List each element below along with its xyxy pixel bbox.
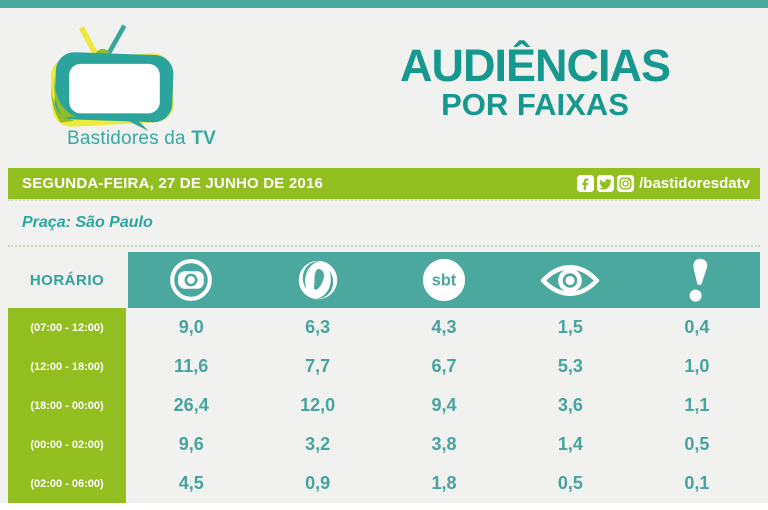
globo-logo-icon — [170, 259, 213, 301]
praca-section: Praça: São Paulo — [8, 199, 760, 247]
page-content: Bastidores da TV AUDIÊNCIAS POR FAIXAS S… — [0, 8, 768, 503]
channel-header-sbt: sbt — [381, 252, 507, 308]
table-header-row: HORÁRIO — [8, 252, 760, 308]
row-values: 4,5 0,9 1,8 0,5 0,1 — [128, 464, 760, 503]
rating-value-record: 3,2 — [305, 434, 331, 454]
channel-header-record — [254, 252, 380, 308]
channel-header-band: sbt — [128, 252, 760, 308]
rating-value-band: 1,5 — [557, 317, 583, 337]
page-title-line1: AUDIÊNCIAS — [399, 40, 671, 91]
rating-value-globo: 11,6 — [174, 356, 209, 376]
rating-value-record: 6,3 — [305, 317, 331, 337]
channel-header-globo — [128, 252, 254, 308]
time-slot-label: (12:00 - 18:00) — [8, 347, 126, 386]
facebook-icon[interactable] — [577, 175, 595, 192]
rating-value-redetv: 0,1 — [684, 473, 710, 493]
brand-name-bold: TV — [191, 128, 216, 149]
channel-header-redetv — [634, 252, 760, 308]
time-slot-label: (00:00 - 02:00) — [8, 425, 126, 464]
table-row: (00:00 - 02:00) 9,6 3,2 3,8 1,4 0,5 — [8, 425, 760, 464]
page-title: AUDIÊNCIAS POR FAIXAS — [360, 42, 710, 123]
table-body: (07:00 - 12:00) 9,0 6,3 4,3 1,5 0,4 (12:… — [8, 308, 760, 503]
sbt-logo-icon: sbt — [422, 258, 466, 302]
top-accent-bar — [0, 0, 768, 8]
rating-value-sbt: 6,7 — [431, 356, 457, 376]
time-column-header: HORÁRIO — [29, 271, 105, 289]
rating-value-band: 5,3 — [557, 356, 583, 376]
rating-value-record: 12,0 — [300, 395, 336, 415]
table-row: (12:00 - 18:00) 11,6 7,7 6,7 5,3 1,0 — [8, 347, 760, 386]
rating-value-sbt: 3,8 — [431, 434, 457, 454]
rating-value-sbt: 1,8 — [431, 473, 457, 493]
rating-value-redetv: 0,5 — [684, 434, 710, 454]
time-slot-label: (07:00 - 12:00) — [8, 308, 126, 347]
rating-value-redetv: 1,1 — [684, 395, 710, 415]
social-links: /bastidoresdatv — [574, 175, 750, 192]
record-logo-icon — [298, 260, 337, 300]
table-row: (07:00 - 12:00) 9,0 6,3 4,3 1,5 0,4 — [8, 308, 760, 347]
rating-value-sbt: 4,3 — [431, 317, 457, 337]
brand-name: Bastidores da TV — [26, 128, 216, 150]
rating-value-globo: 9,0 — [178, 317, 204, 337]
rating-value-globo: 4,5 — [178, 473, 204, 493]
band-logo-icon — [541, 264, 600, 296]
table-row: (02:00 - 06:00) 4,5 0,9 1,8 0,5 0,1 — [8, 464, 760, 503]
rating-value-band: 3,6 — [557, 395, 583, 415]
instagram-icon[interactable] — [617, 175, 635, 192]
brand-logo: Bastidores da TV — [26, 20, 216, 150]
channel-header-band — [507, 252, 633, 308]
rating-value-record: 7,7 — [305, 356, 331, 376]
rating-value-globo: 26,4 — [173, 395, 209, 415]
social-handle[interactable]: /bastidoresdatv — [639, 175, 750, 192]
ratings-table: HORÁRIO — [8, 252, 760, 503]
tv-logo-icon — [50, 24, 174, 132]
page-header: Bastidores da TV AUDIÊNCIAS POR FAIXAS — [0, 8, 768, 168]
rating-value-band: 0,5 — [557, 473, 583, 493]
row-values: 9,0 6,3 4,3 1,5 0,4 — [128, 308, 760, 347]
rating-value-redetv: 1,0 — [684, 356, 710, 376]
brand-name-regular: Bastidores da — [67, 128, 192, 149]
praca-label: Praça: São Paulo — [22, 214, 153, 231]
sbt-logo-text: sbt — [432, 272, 457, 290]
redetv-logo-icon — [689, 258, 708, 302]
page-title-line2: POR FAIXAS — [441, 87, 629, 123]
date-label: SEGUNDA-FEIRA, 27 DE JUNHO DE 2016 — [22, 175, 324, 192]
time-slot-label: (18:00 - 00:00) — [8, 386, 126, 425]
row-values: 11,6 7,7 6,7 5,3 1,0 — [128, 347, 760, 386]
rating-value-sbt: 9,4 — [431, 395, 457, 415]
rating-value-redetv: 0,4 — [684, 317, 710, 337]
rating-value-band: 1,4 — [557, 434, 583, 454]
table-row: (18:00 - 00:00) 26,4 12,0 9,4 3,6 1,1 — [8, 386, 760, 425]
rating-value-globo: 9,6 — [178, 434, 204, 454]
row-values: 9,6 3,2 3,8 1,4 0,5 — [128, 425, 760, 464]
time-slot-label: (02:00 - 06:00) — [8, 464, 126, 503]
twitter-icon[interactable] — [597, 175, 615, 192]
rating-value-record: 0,9 — [305, 473, 331, 493]
row-values: 26,4 12,0 9,4 3,6 1,1 — [128, 386, 760, 425]
date-bar: SEGUNDA-FEIRA, 27 DE JUNHO DE 2016 /bast… — [8, 168, 760, 199]
